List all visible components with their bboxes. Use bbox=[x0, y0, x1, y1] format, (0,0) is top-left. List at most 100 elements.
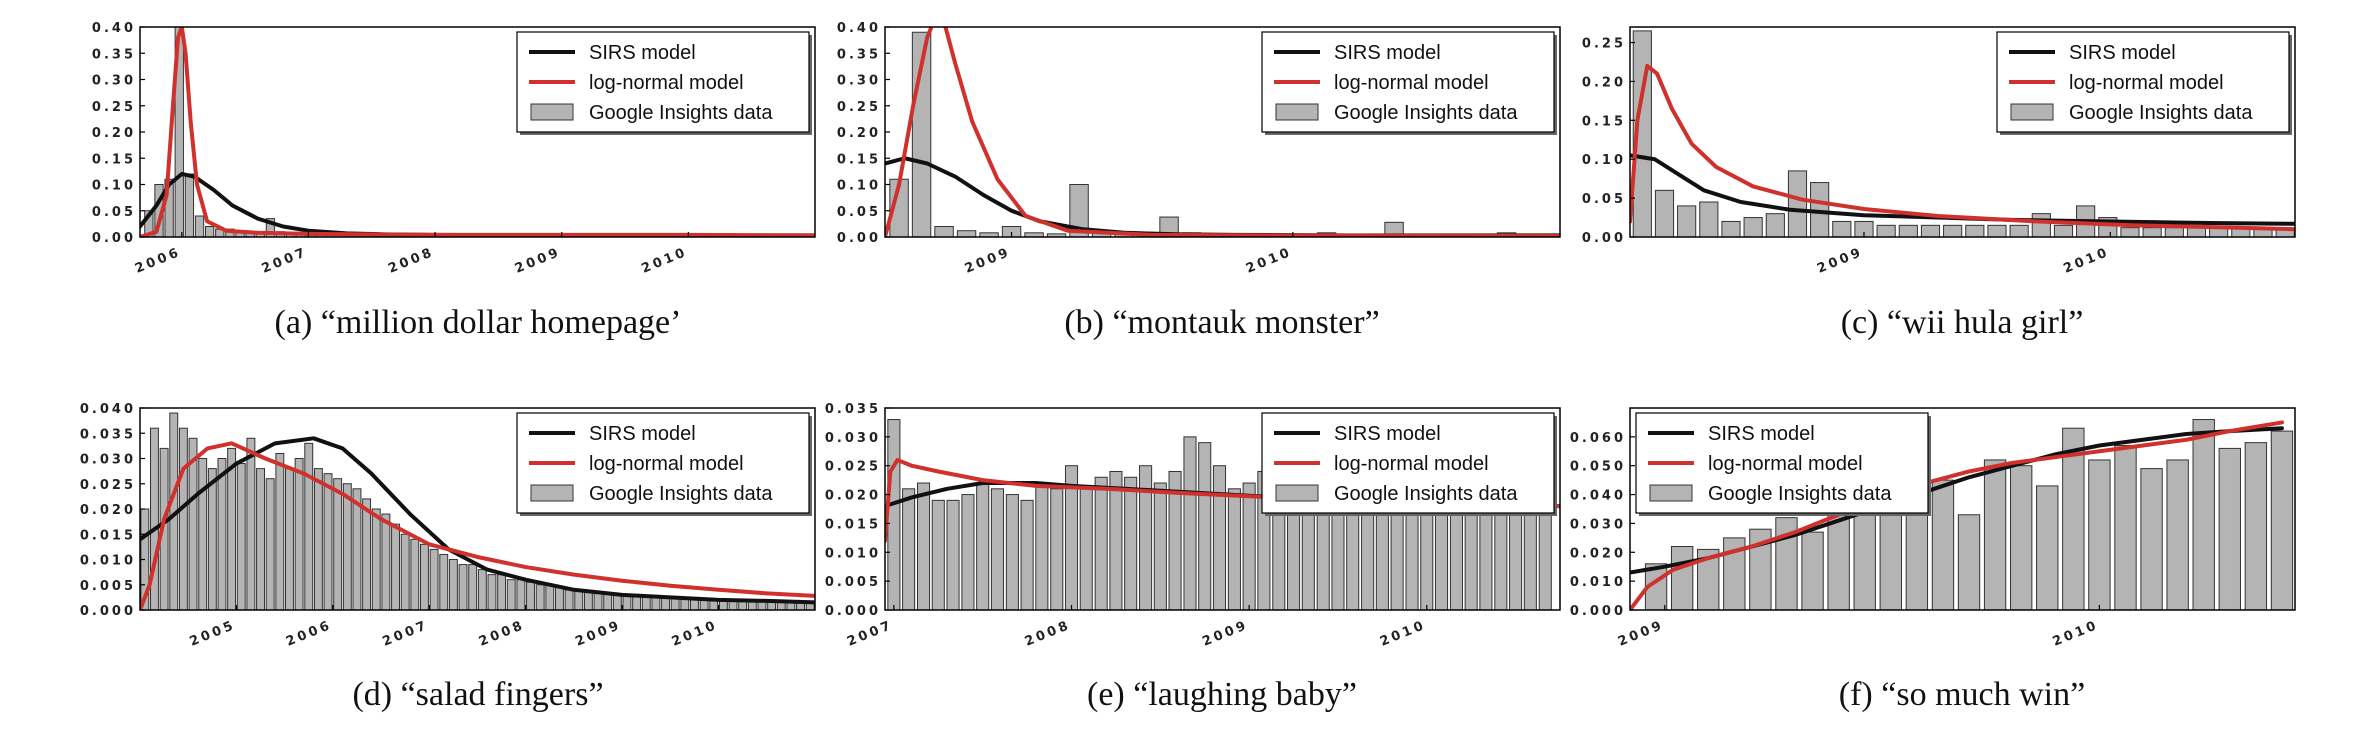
bar bbox=[1931, 479, 1955, 610]
bar bbox=[2009, 224, 2029, 237]
bar bbox=[1227, 488, 1241, 610]
subplot-a: 0.00 0.05 0.10 0.15 0.20 0.25 0.30 0.35 0.40 2006… bbox=[92, 21, 816, 341]
bar bbox=[1420, 505, 1434, 610]
bar bbox=[1832, 220, 1852, 237]
caption: (c) “wii hula girl” bbox=[1841, 304, 2084, 341]
bar bbox=[144, 210, 154, 237]
bar bbox=[294, 458, 304, 610]
legend-google-label: Google Insights data bbox=[1708, 483, 1892, 505]
x-tick-label: 2006 bbox=[133, 245, 183, 277]
bar bbox=[1987, 224, 2007, 237]
bar bbox=[2244, 442, 2268, 610]
bar bbox=[2140, 468, 2163, 610]
legend-sirs-label: SIRS model bbox=[1334, 423, 1441, 445]
y-tick-label: 0.010 bbox=[825, 546, 881, 561]
bar bbox=[256, 468, 265, 610]
bar bbox=[174, 27, 184, 237]
bar bbox=[1920, 224, 1941, 237]
legend-google-swatch bbox=[530, 103, 574, 121]
x-tick-label: 2009 bbox=[1616, 618, 1666, 650]
bar bbox=[381, 513, 391, 610]
legend: SIRS model log-normal model Google Insight… bbox=[1996, 31, 2292, 135]
caption: (a) “million dollar homepage’ bbox=[275, 304, 682, 341]
bar bbox=[448, 559, 458, 610]
log-normal-model-line bbox=[1630, 63, 2295, 232]
bar bbox=[1538, 505, 1552, 610]
sirs-model-line bbox=[885, 156, 1560, 237]
bar bbox=[429, 548, 439, 610]
bar bbox=[1632, 30, 1652, 237]
bar bbox=[2062, 427, 2085, 610]
x-tick-label: 2010 bbox=[2061, 245, 2111, 277]
y-tick-label: 0.00 bbox=[92, 231, 136, 246]
bar bbox=[934, 226, 954, 237]
bar bbox=[1242, 482, 1256, 610]
bar bbox=[1094, 476, 1108, 610]
y-tick-label: 0.40 bbox=[837, 21, 881, 36]
bar bbox=[1943, 224, 1963, 237]
bar bbox=[976, 482, 990, 610]
legend-lognormal-label: log-normal model bbox=[589, 453, 744, 475]
bar bbox=[184, 173, 195, 237]
bar bbox=[555, 586, 564, 610]
bar bbox=[1853, 499, 1876, 610]
bar bbox=[1287, 499, 1301, 610]
y-tick-label: 0.40 bbox=[92, 21, 136, 36]
bar bbox=[323, 473, 333, 610]
y-tick-label: 0.000 bbox=[80, 604, 136, 619]
legend: SIRS model log-normal model Google Insight… bbox=[516, 412, 812, 516]
bar bbox=[946, 499, 960, 610]
bar bbox=[931, 499, 945, 610]
caption: (d) “salad fingers” bbox=[352, 676, 603, 713]
y-tick-label: 0.30 bbox=[92, 74, 136, 89]
bar bbox=[313, 468, 323, 610]
bar bbox=[2186, 227, 2207, 237]
y-tick-label: 0.060 bbox=[1570, 431, 1626, 446]
bar bbox=[583, 590, 593, 610]
bar bbox=[2164, 227, 2184, 237]
bar bbox=[1494, 505, 1508, 610]
bar bbox=[2088, 459, 2111, 610]
bar bbox=[1001, 226, 1022, 237]
y-tick-label: 0.030 bbox=[825, 431, 881, 446]
log-normal-model-line bbox=[140, 27, 815, 237]
x-tick-label: 2010 bbox=[640, 245, 690, 277]
legend-google-label: Google Insights data bbox=[2069, 102, 2253, 124]
legend-lognormal-label: log-normal model bbox=[1334, 72, 1489, 94]
bar bbox=[439, 553, 449, 610]
bar bbox=[2053, 224, 2074, 237]
subplot-c: 0.00 0.05 0.10 0.15 0.20 0.25 2009 2010 SIRS mod… bbox=[1582, 26, 2296, 341]
bar bbox=[1523, 505, 1537, 610]
bar bbox=[246, 437, 256, 610]
legend-sirs-label: SIRS model bbox=[589, 423, 696, 445]
x-tick-label: 2008 bbox=[386, 245, 436, 277]
bar bbox=[1050, 488, 1064, 610]
bar bbox=[1046, 233, 1067, 237]
bar bbox=[1670, 546, 1694, 610]
bar bbox=[468, 564, 478, 610]
bar bbox=[956, 230, 977, 237]
bar bbox=[1464, 505, 1478, 610]
sirs-model-line bbox=[140, 172, 815, 237]
bar bbox=[1983, 459, 2007, 610]
bar bbox=[1801, 531, 1824, 610]
legend-lognormal-label: log-normal model bbox=[2069, 72, 2224, 94]
legend-google-label: Google Insights data bbox=[1334, 102, 1518, 124]
bar bbox=[198, 458, 208, 610]
bar bbox=[1721, 220, 1741, 237]
bar bbox=[1212, 465, 1227, 610]
bar bbox=[2218, 447, 2241, 610]
bar bbox=[362, 498, 372, 610]
bar bbox=[2270, 430, 2294, 610]
bar bbox=[612, 594, 622, 610]
y-tick-label: 0.015 bbox=[80, 528, 136, 543]
plot-area bbox=[1630, 30, 2295, 237]
bar bbox=[1005, 494, 1019, 610]
bar bbox=[1449, 499, 1463, 610]
bar bbox=[917, 482, 931, 610]
bar bbox=[487, 574, 497, 610]
bar bbox=[1677, 205, 1697, 237]
bar bbox=[217, 458, 227, 610]
bar bbox=[265, 478, 275, 610]
bar bbox=[2166, 459, 2189, 610]
